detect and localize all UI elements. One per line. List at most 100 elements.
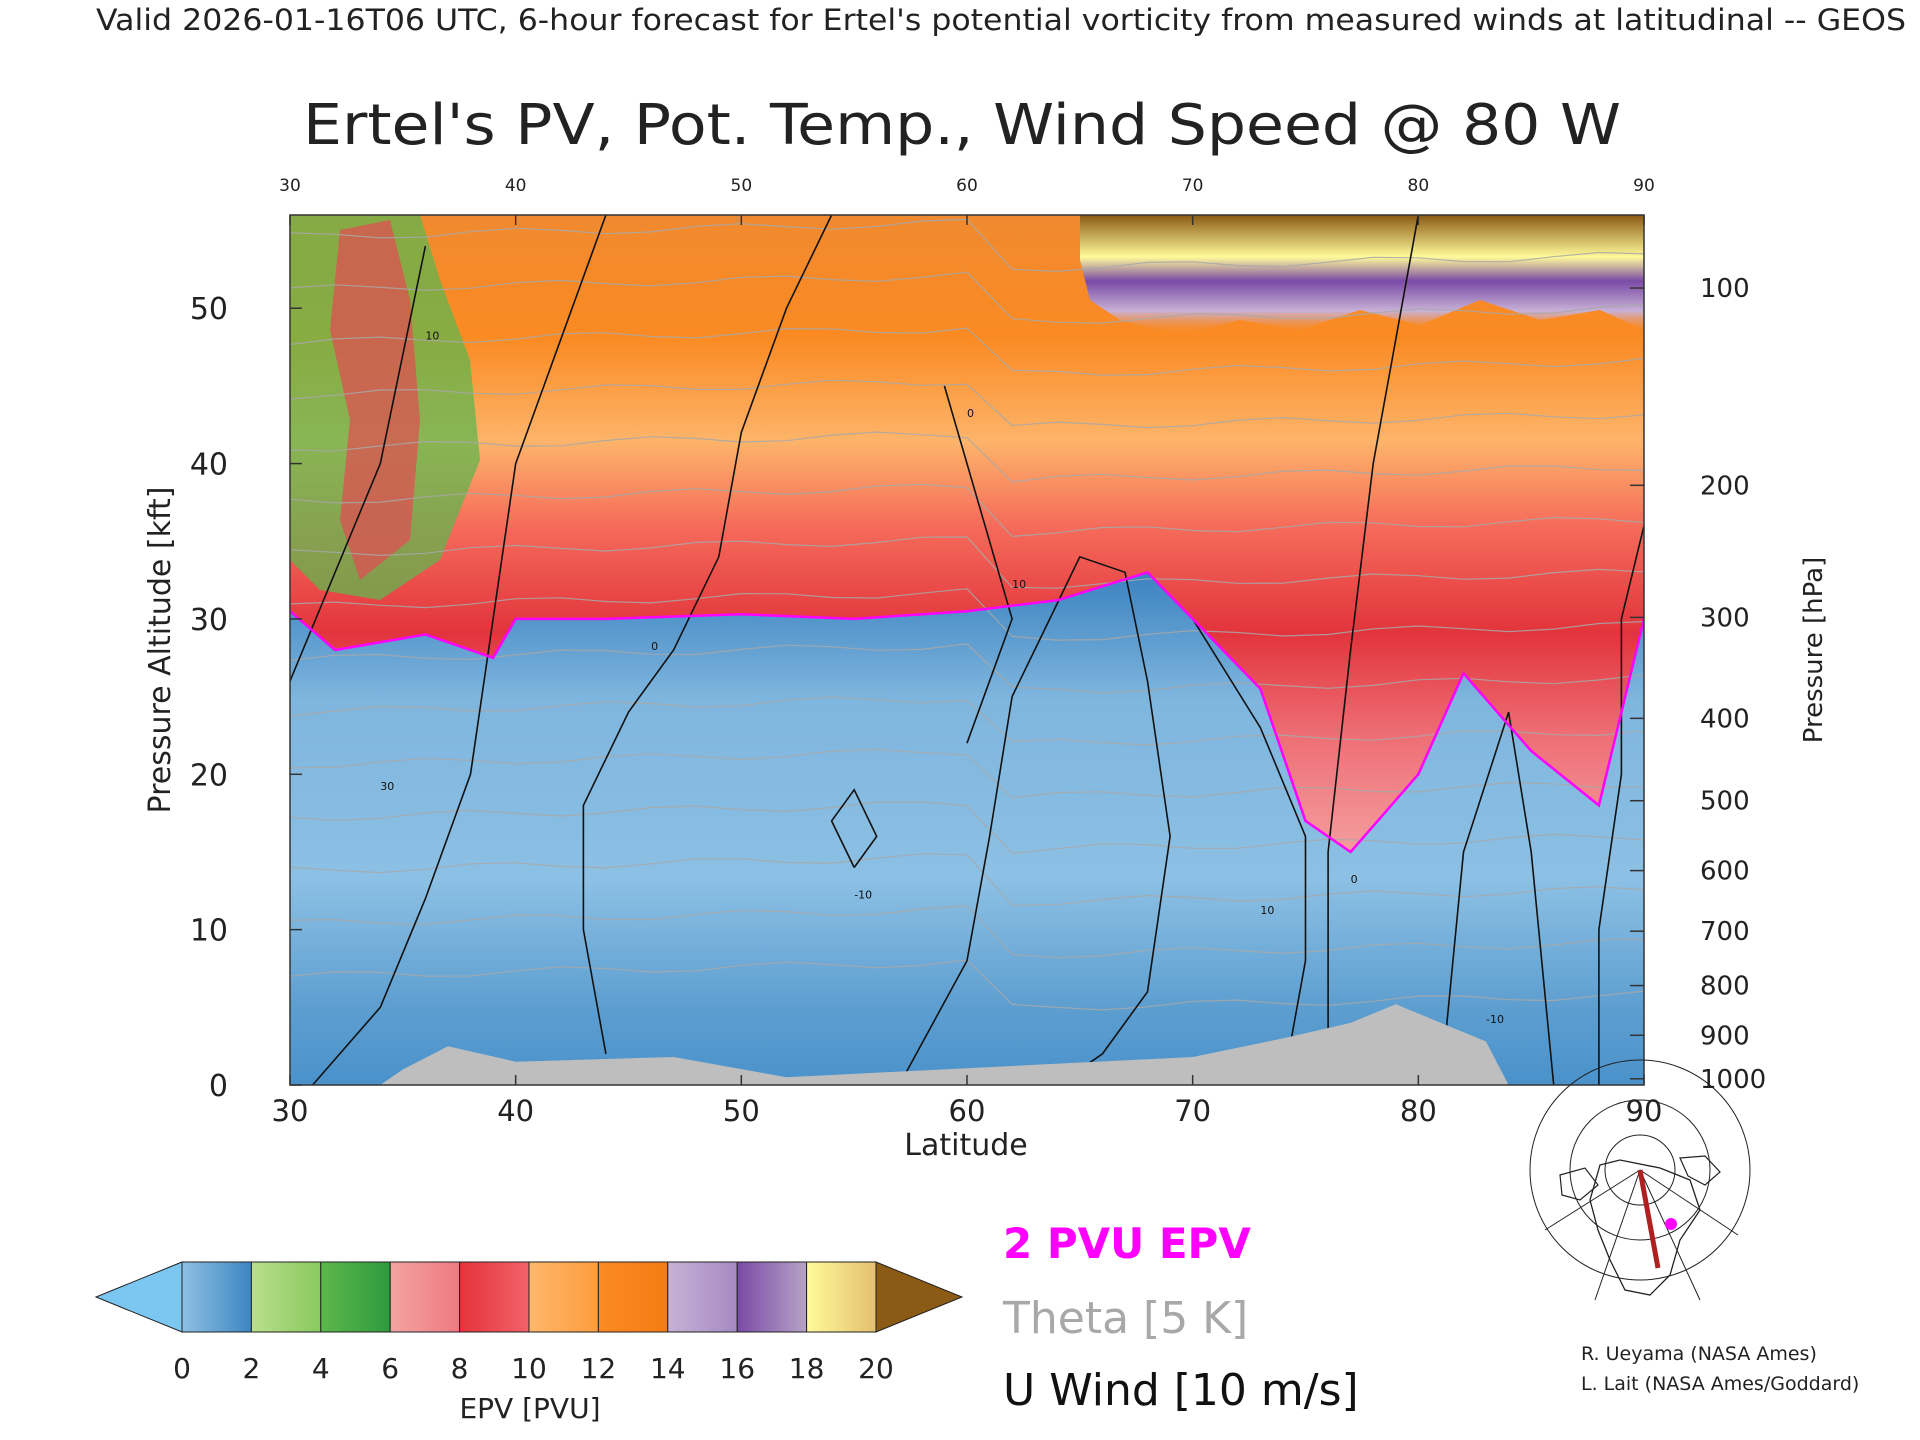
wind-contour xyxy=(311,215,607,1085)
wind-contour-label: 30 xyxy=(380,780,394,793)
x-top-tick-label: 60 xyxy=(956,176,978,196)
pressure-tick-label: 300 xyxy=(1700,603,1750,633)
inset-map-continent xyxy=(1559,1167,1599,1201)
pressure-tick-label: 400 xyxy=(1700,704,1750,734)
y-tick-label: 0 xyxy=(209,1069,228,1104)
x-top-tick-label: 30 xyxy=(279,176,301,196)
inset-map xyxy=(1529,1059,1751,1304)
upper-stratosphere-fill xyxy=(1080,215,1644,335)
y-tick-label: 40 xyxy=(190,448,228,483)
pressure-tick-label: 100 xyxy=(1700,274,1750,304)
theta-contour xyxy=(290,327,1644,376)
colorbar-tick-label: 6 xyxy=(381,1352,399,1385)
inset-map-meridian xyxy=(1544,1169,1641,1231)
colorbar-tick-label: 12 xyxy=(581,1352,617,1385)
x-axis-label: Latitude xyxy=(904,1128,1027,1163)
colorbar-band xyxy=(250,1261,322,1333)
colorbar-tick-label: 2 xyxy=(242,1352,260,1385)
theta-contour xyxy=(290,271,1644,324)
y-tick-label: 20 xyxy=(190,758,228,793)
subtropical-red-tongue xyxy=(330,220,420,580)
colorbar-band xyxy=(320,1261,391,1333)
wind-contour xyxy=(290,245,427,682)
theta-contour xyxy=(290,801,1644,854)
wind-contour-label: -10 xyxy=(854,889,872,902)
theta-contour xyxy=(290,853,1644,906)
inset-map-meridian xyxy=(1639,1169,1739,1236)
theta-contour xyxy=(290,904,1644,959)
pressure-tick-label: 700 xyxy=(1700,917,1750,947)
y-axis-label-right: Pressure [hPa] xyxy=(1799,557,1829,744)
theta-contour xyxy=(290,379,1644,429)
x-top-tick-label: 50 xyxy=(731,176,753,196)
inset-map-meridian xyxy=(1639,1169,1701,1301)
wind-contour-label: 10 xyxy=(1260,904,1274,917)
colorbar-band xyxy=(597,1261,669,1333)
x-top-tick-label: 40 xyxy=(505,176,527,196)
y-tick-label: 50 xyxy=(190,292,228,327)
theta-contour xyxy=(290,643,1644,694)
pv-2pvu-contour xyxy=(290,570,1644,854)
wind-contour xyxy=(830,788,878,868)
theta-contour xyxy=(290,483,1644,538)
y-tick-label: 10 xyxy=(190,914,228,949)
colorbar-over-arrow xyxy=(875,1261,964,1333)
theta-contour xyxy=(290,696,1644,746)
valid-line: Valid 2026-01-16T06 UTC, 6-hour forecast… xyxy=(96,3,1906,37)
pressure-tick-label: 900 xyxy=(1700,1021,1750,1051)
pressure-tick-label: 800 xyxy=(1700,972,1750,1002)
pressure-tick-label: 500 xyxy=(1700,787,1750,817)
colorbar-band xyxy=(389,1261,461,1333)
wind-contour xyxy=(943,385,1013,744)
theta-isentropes xyxy=(290,218,1644,1011)
inset-map-meridian xyxy=(1594,1169,1641,1301)
x-tick-label: 90 xyxy=(1626,1094,1663,1128)
credit-line-1: R. Ueyama (NASA Ames) xyxy=(1581,1343,1817,1365)
colorbar-tick-label: 16 xyxy=(719,1352,755,1385)
x-top-tick-label: 70 xyxy=(1182,176,1204,196)
colorbar-tick-label: 0 xyxy=(173,1352,191,1385)
colorbar-label: EPV [PVU] xyxy=(459,1392,600,1425)
colorbar-band xyxy=(736,1261,808,1333)
x-top-tick-label: 90 xyxy=(1633,176,1655,196)
colorbar-band xyxy=(459,1261,530,1333)
wind-contour-label: 0 xyxy=(967,407,974,420)
wind-contour-label: 10 xyxy=(1012,578,1026,591)
plot-area: 10 30 0 -10 10 0 10 0 -10 xyxy=(290,215,1644,1085)
colorbar-band xyxy=(181,1261,252,1333)
inset-map-cross-section-track xyxy=(1637,1169,1661,1269)
inset-map-continent xyxy=(1589,1159,1701,1296)
credit-line-2: L. Lait (NASA Ames/Goddard) xyxy=(1581,1373,1859,1395)
theta-contour xyxy=(290,588,1644,641)
wind-contour-label: 0 xyxy=(1351,873,1358,886)
wind-contour xyxy=(1327,215,1420,1085)
colorbar-tick-label: 4 xyxy=(312,1352,330,1385)
legend-epv: 2 PVU EPV xyxy=(1003,1219,1251,1268)
colorbar-tick-label: 18 xyxy=(789,1352,825,1385)
x-tick-label: 60 xyxy=(949,1094,986,1128)
x-tick-label: 50 xyxy=(723,1094,760,1128)
colorbar-band xyxy=(667,1261,738,1333)
inset-map-latitude-ring xyxy=(1529,1059,1751,1281)
y-tick-label: 30 xyxy=(190,603,228,638)
x-top-tick-label: 80 xyxy=(1408,176,1430,196)
y-axis-label-left: Pressure Altitude [kft] xyxy=(143,487,178,814)
colorbar-band xyxy=(806,1261,877,1333)
x-tick-label: 70 xyxy=(1174,1094,1211,1128)
wind-contour-label: 0 xyxy=(651,640,658,653)
pressure-tick-label: 200 xyxy=(1700,471,1750,501)
colorbar-band xyxy=(528,1261,599,1333)
colorbar: 0 2 4 6 8 10 12 14 16 18 20 xyxy=(94,1261,964,1385)
wind-contour xyxy=(1598,525,1644,1085)
wind-contour-label: -10 xyxy=(1486,1013,1504,1026)
terrain-fill xyxy=(380,1004,1509,1085)
pressure-tick-label: 600 xyxy=(1700,857,1750,887)
chart-title: Ertel's PV, Pot. Temp., Wind Speed @ 80 … xyxy=(303,93,1621,158)
colorbar-under-arrow xyxy=(94,1261,183,1333)
colorbar-tick-label: 20 xyxy=(858,1352,894,1385)
colorbar-tick-label: 8 xyxy=(451,1352,469,1385)
inset-map-location-marker xyxy=(1665,1218,1677,1230)
theta-contour xyxy=(290,431,1644,483)
